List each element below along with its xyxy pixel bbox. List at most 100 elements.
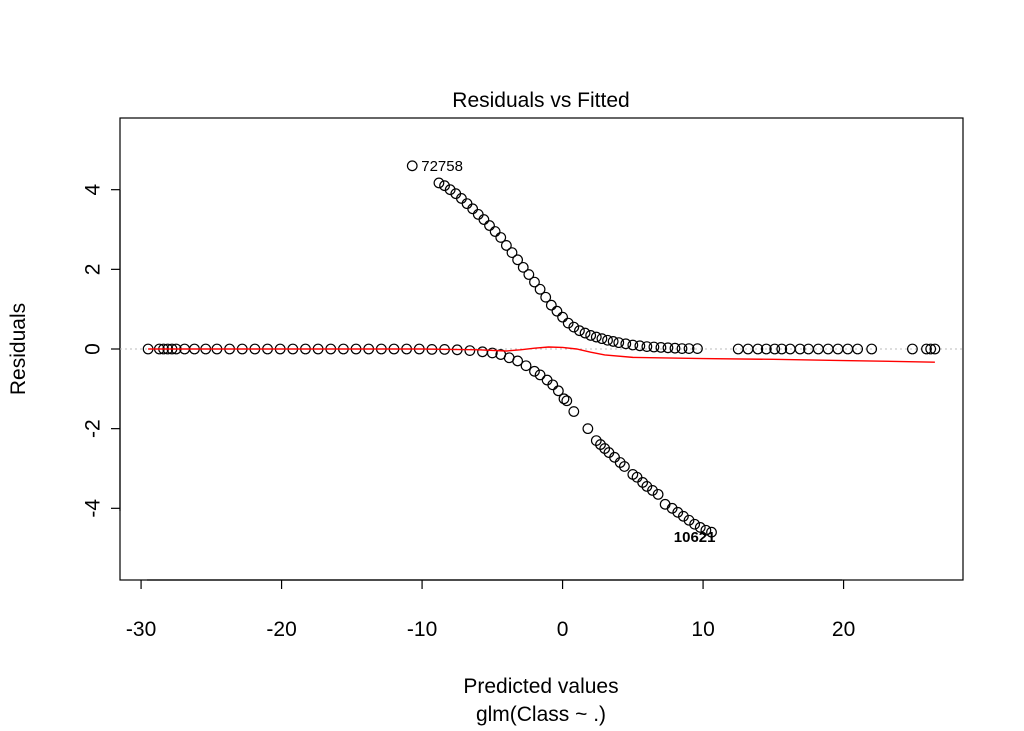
data-point: [662, 342, 674, 354]
data-point: [486, 347, 498, 359]
data-point: [551, 305, 563, 317]
x-tick-label: 0: [557, 618, 569, 641]
data-point: [647, 484, 658, 496]
data-point: [683, 514, 695, 526]
data-point: [478, 214, 490, 225]
data-point: [590, 331, 602, 343]
data-point: [552, 385, 564, 397]
data-point: [627, 339, 639, 351]
data-point: [634, 340, 646, 352]
data-point: [666, 502, 678, 514]
x-axis-label: Predicted values: [463, 675, 618, 698]
data-point: [618, 461, 630, 472]
data-point: [760, 343, 772, 355]
data-point: [794, 343, 806, 355]
data-point: [752, 343, 764, 355]
data-point: [866, 343, 878, 355]
data-point: [495, 232, 507, 243]
data-point: [523, 269, 535, 280]
data-point: [433, 177, 445, 189]
y-tick-label: -4: [82, 499, 105, 518]
data-point: [558, 393, 570, 405]
data-point: [678, 510, 689, 522]
data-point: [925, 343, 937, 355]
data-point: [907, 343, 918, 355]
data-point: [568, 321, 580, 333]
data-point: [676, 343, 688, 355]
x-tick-label: 10: [691, 618, 714, 641]
x-axis: -30 -20 -10 0 10 20: [126, 579, 855, 641]
x-axis-sublabel: glm(Class ~ .): [476, 703, 606, 726]
data-point: [568, 406, 580, 417]
data-point: [641, 341, 653, 353]
data-point: [500, 240, 512, 251]
data-point: [596, 333, 608, 345]
data-point: [641, 481, 653, 492]
y-tick-label: 0: [82, 343, 105, 355]
data-point: [484, 220, 495, 231]
data-point: [689, 518, 701, 530]
data-point: [464, 345, 476, 356]
data-point: [700, 524, 712, 536]
data-point: [472, 208, 484, 220]
x-tick-label: 20: [832, 618, 855, 641]
data-point: [512, 254, 524, 266]
data-point: [477, 346, 488, 358]
data-point: [561, 395, 573, 407]
data-point: [467, 203, 479, 215]
data-point: [648, 341, 660, 353]
data-point: [683, 343, 695, 355]
data-point: [557, 311, 568, 323]
data-point: [540, 291, 552, 303]
data-point: [692, 343, 703, 355]
data-point: [529, 365, 540, 377]
data-point: [520, 360, 532, 372]
data-point: [574, 325, 585, 337]
data-point: [406, 160, 418, 172]
y-tick-label: 2: [82, 264, 105, 276]
data-point: [547, 379, 559, 391]
data-point: [652, 488, 664, 500]
data-point: [672, 506, 684, 518]
x-tick-label: -20: [266, 618, 296, 641]
data-point: [489, 226, 501, 237]
data-point: [929, 343, 941, 355]
data-point: [669, 342, 681, 354]
data-point: [659, 498, 671, 510]
chart-title: Residuals vs Fitted: [452, 89, 629, 112]
data-point: [512, 355, 524, 367]
y-tick-label: -2: [82, 419, 105, 438]
x-tick-label: -10: [407, 618, 437, 641]
y-axis: -4 -2 0 2 4: [82, 184, 121, 518]
data-point: [562, 317, 574, 329]
data-point: [706, 526, 717, 538]
data-point: [776, 343, 788, 355]
annotation-label: 72758: [421, 158, 463, 175]
data-point: [517, 261, 529, 273]
smoother-line: [148, 346, 935, 363]
data-point: [769, 343, 781, 355]
data-point: [506, 247, 518, 259]
data-point: [694, 522, 706, 533]
data-point: [534, 369, 546, 381]
y-tick-label: 4: [82, 184, 105, 196]
data-point: [545, 299, 557, 311]
data-points: [142, 160, 941, 538]
data-point: [921, 343, 932, 355]
y-axis-label: Residuals: [7, 303, 30, 395]
data-point: [852, 343, 864, 355]
x-tick-label: -30: [126, 618, 156, 641]
data-point: [620, 338, 632, 350]
data-point: [602, 334, 613, 346]
data-point: [655, 342, 667, 353]
annotation-label: 10621: [674, 529, 716, 546]
data-point: [582, 423, 594, 435]
data-point: [444, 184, 456, 196]
data-point: [579, 327, 591, 339]
data-point: [534, 283, 546, 295]
data-point: [607, 336, 619, 347]
data-point: [529, 276, 540, 288]
data-point: [439, 180, 450, 192]
data-point: [461, 198, 473, 210]
